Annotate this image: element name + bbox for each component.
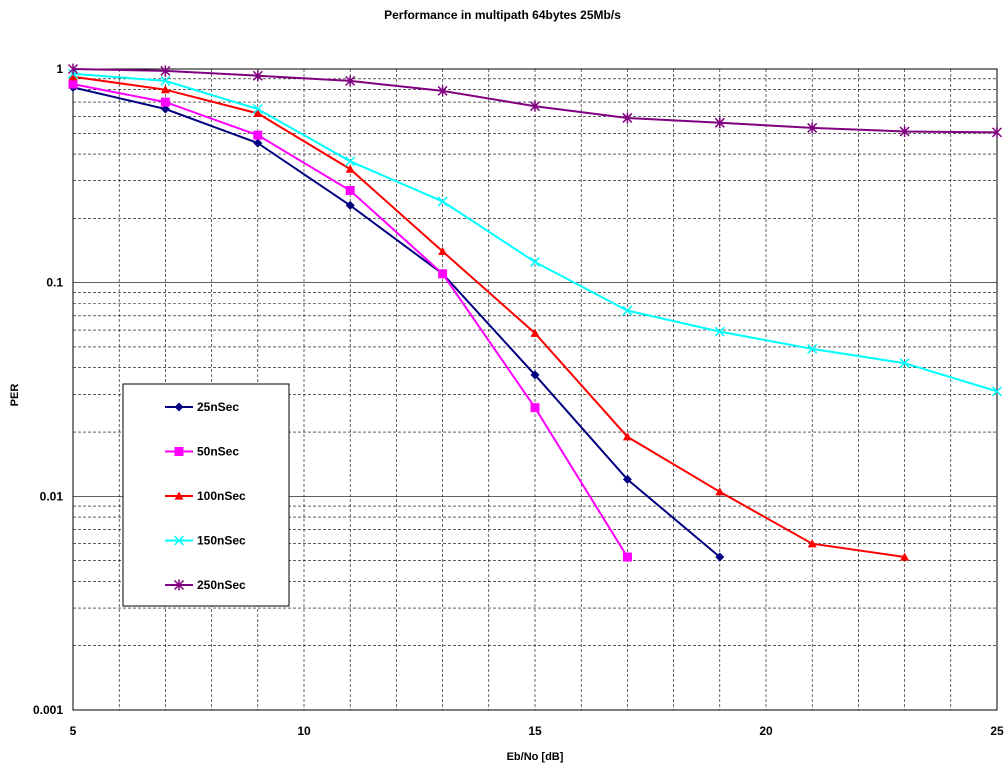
legend-item-100nsec: 100nSec [165, 489, 246, 503]
data-point-150nsec [529, 256, 541, 267]
data-point-150nsec [807, 343, 818, 354]
legend-label: 50nSec [197, 445, 239, 459]
data-point-25nsec [530, 370, 540, 380]
y-tick-label: 0.1 [46, 276, 63, 290]
legend-item-25nsec: 25nSec [165, 400, 239, 414]
data-point-150nsec [345, 156, 356, 167]
legend-marker [173, 579, 185, 591]
data-point-100nsec [68, 72, 78, 81]
series-250nsec [67, 63, 1003, 138]
legend-marker [174, 402, 184, 412]
data-point-25nsec [253, 138, 263, 148]
legend-box [122, 383, 290, 607]
data-point-50nsec [530, 403, 540, 413]
data-point-100nsec [715, 487, 725, 496]
y-tick-label: 0.01 [40, 489, 64, 503]
series-150nsec [67, 68, 1003, 397]
legend-item-150nsec: 150nSec [165, 534, 246, 548]
data-point-150nsec [622, 305, 633, 316]
data-point-100nsec [530, 328, 540, 337]
data-point-100nsec [253, 108, 263, 117]
data-point-150nsec [899, 358, 910, 369]
legend-marker [174, 491, 184, 500]
data-point-250nsec [67, 63, 79, 75]
data-point-100nsec [807, 539, 817, 548]
data-point-250nsec [714, 117, 725, 129]
data-point-100nsec [622, 432, 632, 441]
data-point-150nsec [714, 326, 725, 337]
x-axis-label: Eb/No [dB] [507, 751, 564, 763]
data-point-250nsec [899, 125, 910, 137]
data-point-250nsec [345, 75, 356, 87]
legend-item-250nsec: 250nSec [165, 578, 246, 592]
data-point-150nsec [160, 75, 171, 86]
chart-title: Performance in multipath 64bytes 25Mb/s [384, 8, 621, 22]
legend-item-50nsec: 50nSec [165, 445, 239, 459]
tick-labels: 5 10 15 20 25 0.001 0.01 0.1 1 [33, 62, 1004, 738]
data-point-250nsec [807, 122, 818, 134]
x-tick-label: 20 [759, 724, 773, 738]
data-point-250nsec [529, 100, 541, 112]
data-point-250nsec [991, 126, 1003, 138]
legend-label: 150nSec [197, 534, 246, 548]
data-point-150nsec [991, 386, 1003, 397]
series-100nsec [68, 72, 910, 561]
data-point-150nsec [437, 196, 448, 207]
legend: 25nSec 50nSec 100nSec 150nSec 250nSec [122, 383, 290, 607]
data-point-50nsec [438, 269, 448, 279]
data-point-50nsec [622, 552, 632, 562]
data-point-250nsec [437, 85, 448, 97]
data-point-100nsec [900, 552, 910, 561]
plot-area [72, 68, 998, 711]
series-50nsec [68, 79, 632, 562]
data-point-250nsec [622, 112, 633, 124]
legend-marker [173, 535, 185, 546]
series-line-100nsec [72, 75, 905, 558]
legend-marker [174, 447, 184, 456]
series [67, 63, 1003, 562]
data-point-150nsec [252, 103, 263, 115]
series-line-25nsec [72, 86, 721, 558]
data-point-25nsec [160, 104, 170, 114]
data-point-25nsec [715, 552, 725, 562]
x-tick-label: 10 [297, 724, 311, 738]
data-point-50nsec [68, 79, 78, 89]
data-point-50nsec [253, 130, 263, 140]
data-point-50nsec [345, 185, 355, 195]
data-point-50nsec [160, 97, 170, 107]
x-tick-label: 15 [528, 724, 542, 738]
legend-label: 100nSec [197, 489, 246, 503]
data-point-25nsec [622, 474, 632, 484]
x-tick-label: 5 [70, 724, 77, 738]
x-tick-label: 25 [990, 724, 1004, 738]
y-axis-label: PER [9, 384, 21, 407]
y-tick-label: 1 [56, 62, 63, 76]
data-point-250nsec [160, 65, 171, 77]
data-point-25nsec [345, 200, 355, 210]
legend-label: 25nSec [197, 400, 239, 414]
legend-label: 250nSec [197, 578, 246, 592]
data-point-100nsec [345, 164, 355, 173]
data-point-100nsec [160, 85, 170, 94]
data-point-250nsec [252, 70, 263, 82]
data-point-100nsec [438, 246, 448, 256]
y-tick-label: 0.001 [33, 703, 63, 717]
